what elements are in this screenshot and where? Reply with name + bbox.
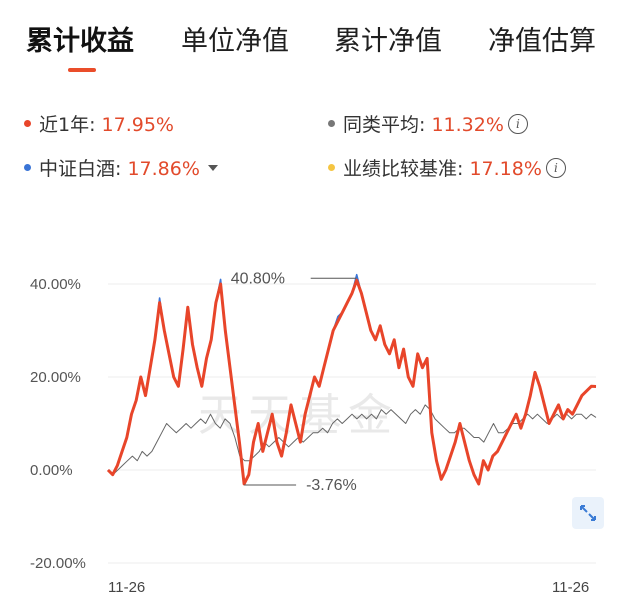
- legend-index-label: 中证白酒:: [39, 158, 128, 180]
- info-icon[interactable]: i: [545, 157, 566, 178]
- legend-dot: [24, 164, 31, 171]
- active-tab-indicator: [68, 68, 96, 72]
- tab-unit-nav[interactable]: 单位净值: [181, 26, 289, 57]
- info-icon[interactable]: i: [507, 113, 528, 134]
- y-tick-label: -20.00%: [30, 555, 86, 572]
- legend-fund-value: 17.95%: [101, 114, 174, 136]
- legend-index[interactable]: 中证白酒: 17.86%: [24, 156, 218, 182]
- index-line: [107, 273, 597, 485]
- y-tick-label: 40.00%: [30, 276, 81, 293]
- max-value-label: 40.80%: [231, 270, 285, 287]
- peer-average-line: [107, 404, 597, 476]
- legend-benchmark: 业绩比较基准: 17.18% i: [328, 156, 566, 182]
- tab-cumulative-return[interactable]: 累计收益: [26, 26, 134, 57]
- tab-nav-estimate[interactable]: 净值估算: [488, 26, 596, 57]
- x-tick-label: 11-26: [552, 579, 589, 596]
- legend-peer-label: 同类平均:: [343, 114, 432, 136]
- legend-benchmark-label: 业绩比较基准:: [343, 158, 470, 180]
- legend-dot: [328, 120, 335, 127]
- legend-dot: [24, 120, 31, 127]
- legend-peer-value: 11.32%: [431, 114, 504, 136]
- min-value-label: -3.76%: [306, 477, 357, 494]
- legend-dot: [328, 164, 335, 171]
- legend-fund-label: 近1年:: [39, 114, 102, 136]
- tab-accumulated-nav[interactable]: 累计净值: [334, 26, 442, 57]
- fullscreen-button[interactable]: [572, 497, 604, 529]
- legend-index-value: 17.86%: [127, 158, 200, 180]
- y-tick-label: 20.00%: [30, 369, 81, 386]
- legend-peer-average: 同类平均: 11.32% i: [328, 112, 528, 138]
- expand-icon: [580, 505, 596, 521]
- fund-return-line: [106, 278, 597, 486]
- legend-fund: 近1年: 17.95%: [24, 112, 174, 138]
- x-tick-label: 11-26: [108, 579, 145, 596]
- tab-bar: 累计收益 单位净值 累计净值 净值估算: [0, 0, 630, 80]
- y-tick-label: 0.00%: [30, 462, 73, 479]
- legend-benchmark-value: 17.18%: [469, 158, 542, 180]
- caret-down-icon[interactable]: [207, 164, 218, 171]
